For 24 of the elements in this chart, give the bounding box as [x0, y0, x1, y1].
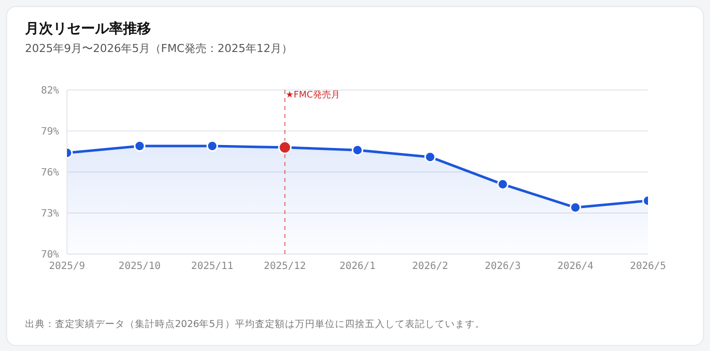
chart-title: 月次リセール率推移	[25, 20, 151, 38]
y-tick-label: 73%	[40, 208, 59, 220]
x-tick-label: 2025/12	[264, 261, 306, 272]
x-tick-label: 2026/1	[339, 261, 376, 272]
point	[352, 144, 364, 156]
point	[424, 151, 436, 163]
x-tick-label: 2026/3	[484, 261, 521, 272]
x-tick-label: 2025/10	[118, 261, 161, 272]
x-tick-label: 2026/5	[630, 261, 666, 272]
point	[206, 140, 218, 152]
point	[570, 202, 582, 214]
point	[134, 140, 146, 152]
x-tick-label: 2025/9	[48, 261, 86, 272]
y-tick-label: 79%	[40, 126, 59, 138]
x-tick-label: 2025/11	[191, 261, 234, 272]
x-tick-label: 2026/4	[557, 261, 594, 272]
chart-subtitle: 2025年9月〜2026年5月（FMC発売：2025年12月）	[25, 41, 292, 56]
y-tick-label: 70%	[40, 250, 59, 261]
source-note: 出典：査定実績データ（集計時点2026年5月）平均査定額は万円単位に四捨五入して表記しています。	[25, 318, 486, 331]
ref-line-label: ★FMC発売月	[286, 89, 340, 100]
x-tick-label: 2026/2	[412, 261, 448, 272]
y-tick-label: 82%	[40, 86, 59, 97]
y-tick-label: 76%	[40, 168, 59, 179]
point	[497, 178, 508, 190]
